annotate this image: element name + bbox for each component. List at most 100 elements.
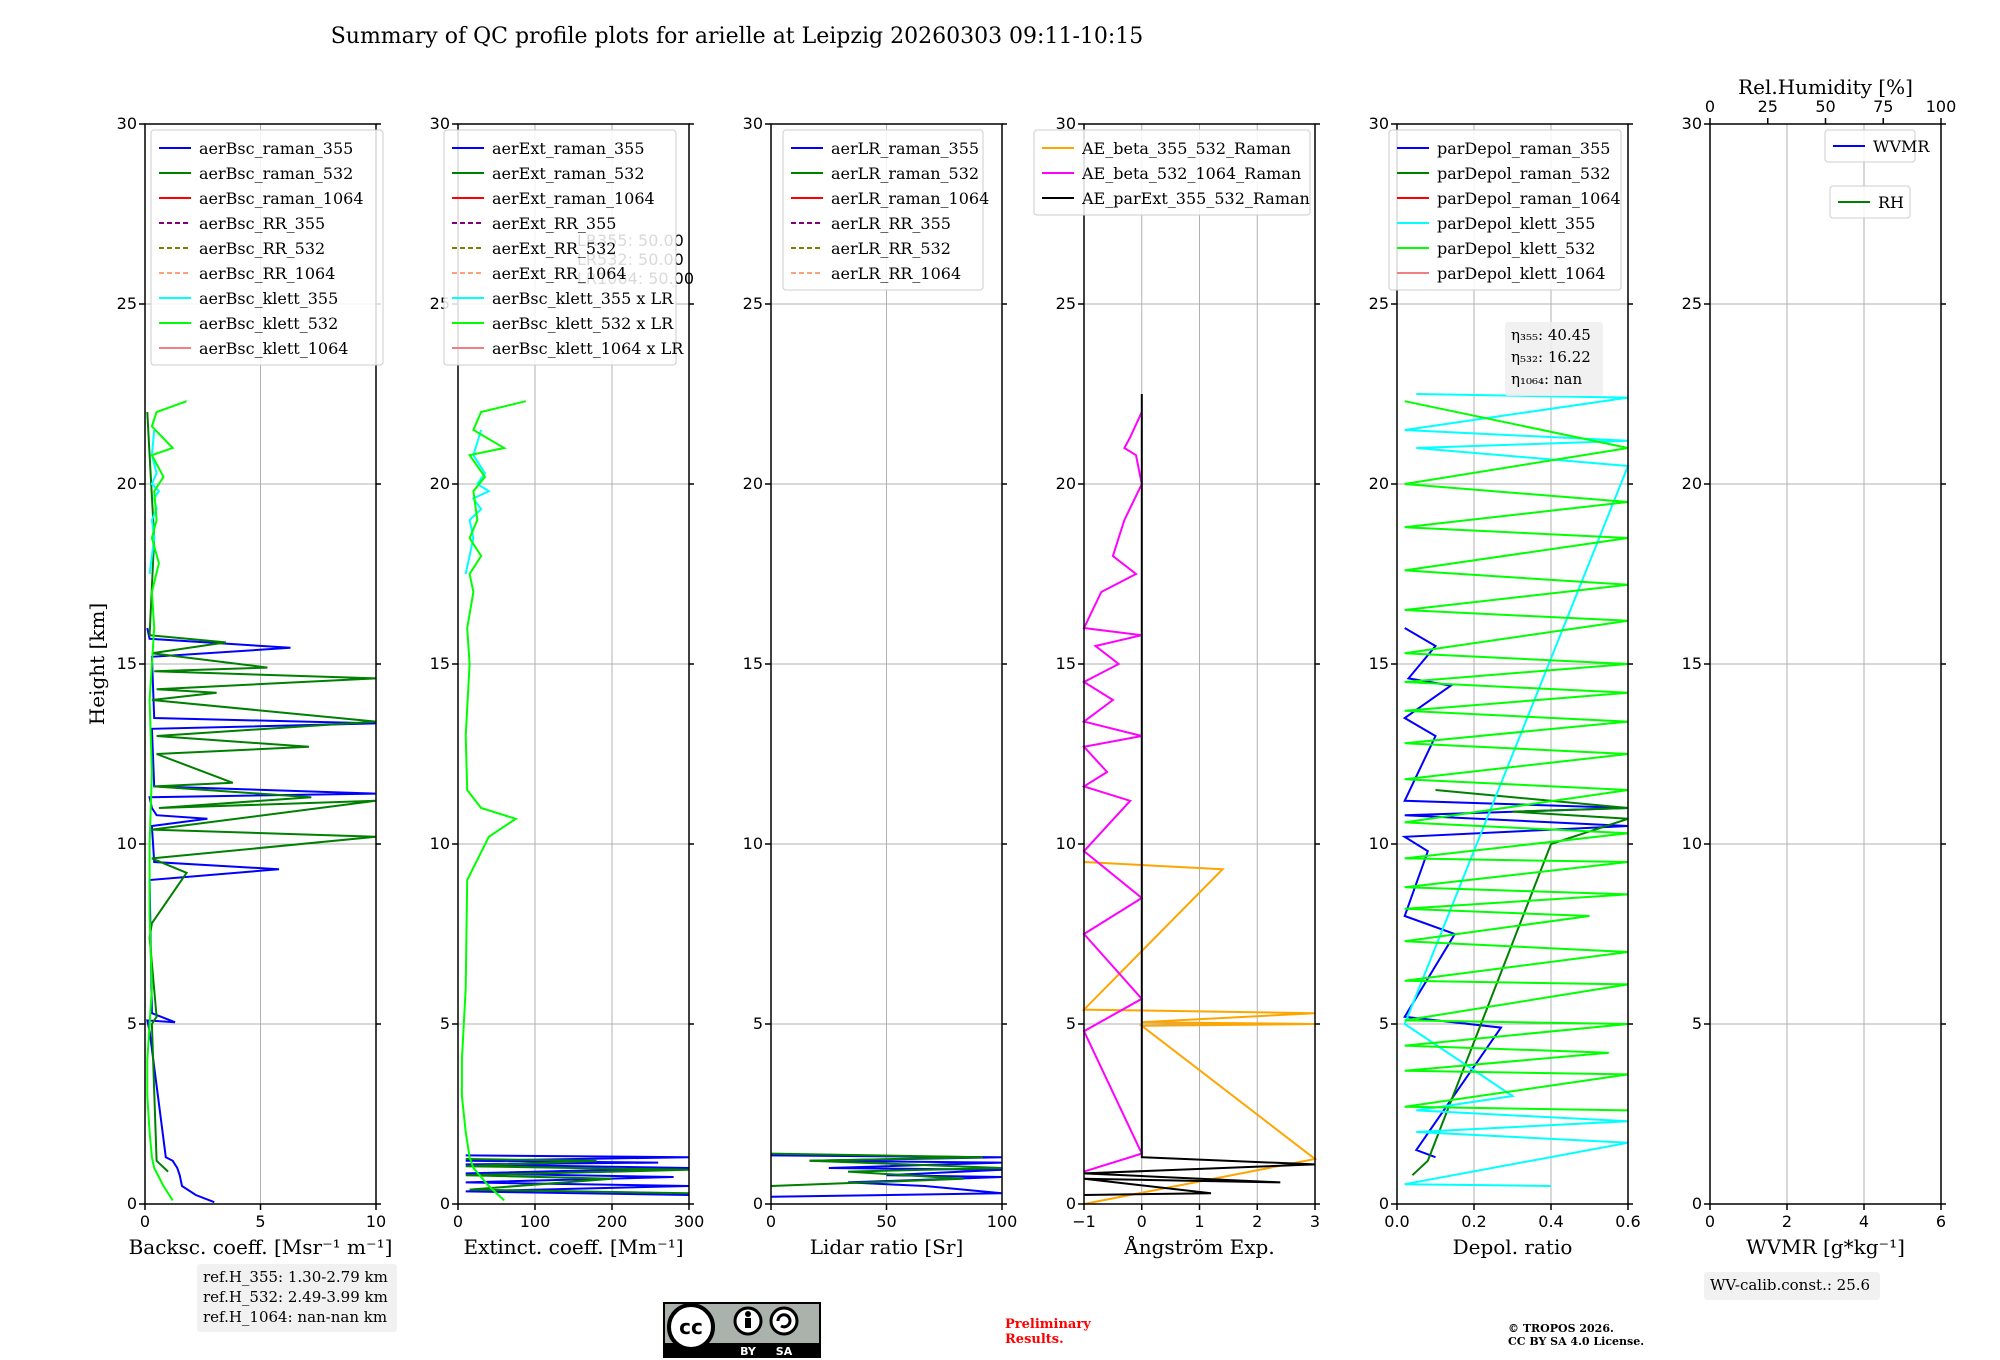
x-axis-label: Ångström Exp. bbox=[1123, 1234, 1274, 1259]
y-tick-label: 20 bbox=[1682, 474, 1702, 493]
y-tick-label: 30 bbox=[743, 114, 763, 133]
legend-label: aerExt_RR_1064 bbox=[492, 264, 627, 283]
x-tick-label: 100 bbox=[987, 1212, 1018, 1231]
legend: aerLR_raman_355 aerLR_raman_532 aerLR_rama… bbox=[782, 129, 989, 291]
x-tick-label: 5 bbox=[255, 1212, 265, 1231]
legend-label: WVMR bbox=[1873, 137, 1930, 156]
y-tick-label: 25 bbox=[743, 294, 763, 313]
y-tick-label: 25 bbox=[117, 294, 137, 313]
annotation-text: η₅₃₂: 16.22 bbox=[1511, 348, 1591, 366]
y-tick-label: 5 bbox=[753, 1014, 763, 1033]
legend-label: parDepol_klett_1064 bbox=[1437, 264, 1606, 283]
y-tick-label: 5 bbox=[1692, 1014, 1702, 1033]
x-tick-label: 10 bbox=[366, 1212, 386, 1231]
legend-box bbox=[1388, 129, 1622, 291]
series-aerbsc-raman-355 bbox=[146, 627, 377, 1204]
annotation-box: η₃₅₅: 40.45 η₅₃₂: 16.22 η₁₀₆₄: nan bbox=[1505, 322, 1603, 396]
y-tick-label: 20 bbox=[117, 474, 137, 493]
legend-label: RH bbox=[1878, 193, 1904, 212]
annotation-text: ref.H_1064: nan-nan km bbox=[203, 1308, 387, 1326]
legend-box bbox=[443, 129, 677, 366]
legend-label: aerBsc_klett_1064 bbox=[199, 339, 348, 358]
legend-label: parDepol_raman_1064 bbox=[1437, 189, 1621, 208]
legend-label: parDepol_klett_355 bbox=[1437, 214, 1595, 233]
annotation-text: ref.H_355: 1.30-2.79 km bbox=[203, 1268, 388, 1286]
annotation-box: ref.H_355: 1.30-2.79 km ref.H_532: 2.49-3… bbox=[197, 1264, 397, 1332]
license-badge: cc BY SA bbox=[663, 1302, 821, 1358]
x-tick-label: 6 bbox=[1936, 1212, 1946, 1231]
sa-share-icon bbox=[769, 1306, 799, 1336]
x-axis-label: Depol. ratio bbox=[1453, 1235, 1573, 1259]
series-aerext-raman-532 bbox=[465, 1158, 690, 1195]
x-tick-label: 4 bbox=[1859, 1212, 1869, 1231]
y-tick-label: 0 bbox=[753, 1194, 763, 1213]
y-tick-label: 5 bbox=[127, 1014, 137, 1033]
panel-wvmr: 0 2 4 6 0 5 10 15 20 25 30 WVMR [g*kg⁻¹] 0 25 50 75 100 R… bbox=[1682, 75, 1956, 1300]
y-tick-label: 0 bbox=[127, 1194, 137, 1213]
y-tick-label: 15 bbox=[117, 654, 137, 673]
y-tick-label: 10 bbox=[117, 834, 137, 853]
legend-box bbox=[1824, 129, 1916, 163]
legend-label: aerBsc_RR_1064 bbox=[199, 264, 335, 283]
legend-label: aerLR_RR_1064 bbox=[831, 264, 961, 283]
annotation-text: η₁₀₆₄: nan bbox=[1511, 370, 1582, 388]
x-tick-label: 0 bbox=[766, 1212, 776, 1231]
annotation-text: η₃₅₅: 40.45 bbox=[1511, 326, 1591, 344]
x-tick-label: 0.0 bbox=[1384, 1212, 1409, 1231]
preliminary-line-1: Preliminary bbox=[1005, 1317, 1091, 1332]
y-tick-label: 20 bbox=[1056, 474, 1076, 493]
series-aerbsc-klett-355 bbox=[148, 429, 161, 575]
legend-label: aerBsc_RR_355 bbox=[199, 214, 325, 233]
legend: aerBsc_raman_355 aerBsc_raman_532 aerBsc_r… bbox=[150, 129, 384, 366]
legend-label: AE_beta_532_1064_Raman bbox=[1081, 164, 1301, 183]
legend-label: parDepol_raman_532 bbox=[1437, 164, 1610, 183]
x-tick-label: 2 bbox=[1782, 1212, 1792, 1231]
y-tick-label: 25 bbox=[1056, 294, 1076, 313]
legend-label: aerBsc_raman_355 bbox=[199, 139, 353, 158]
y-tick-label: 30 bbox=[1369, 114, 1389, 133]
series-group bbox=[460, 400, 690, 1202]
legend-label: aerExt_RR_532 bbox=[492, 239, 616, 258]
top-x-tick-label: 50 bbox=[1815, 97, 1835, 116]
top-x-tick-label: 0 bbox=[1705, 97, 1715, 116]
top-x-axis-label: Rel.Humidity [%] bbox=[1738, 75, 1913, 99]
x-tick-label: 3 bbox=[1310, 1212, 1320, 1231]
x-axis-label: Backsc. coeff. [Msr⁻¹ m⁻¹] bbox=[129, 1235, 393, 1259]
y-tick-label: 15 bbox=[430, 654, 450, 673]
legend-label: aerBsc_RR_532 bbox=[199, 239, 325, 258]
legend-label: aerBsc_raman_1064 bbox=[199, 189, 364, 208]
x-tick-label: −1 bbox=[1072, 1212, 1096, 1231]
y-tick-label: 15 bbox=[743, 654, 763, 673]
y-tick-label: 0 bbox=[1692, 1194, 1702, 1213]
y-tick-label: 15 bbox=[1682, 654, 1702, 673]
x-axis-label: WVMR [g*kg⁻¹] bbox=[1746, 1235, 1905, 1259]
y-tick-label: 5 bbox=[1379, 1014, 1389, 1033]
annotation-text: ref.H_532: 2.49-3.99 km bbox=[203, 1288, 388, 1306]
y-tick-label: 15 bbox=[1056, 654, 1076, 673]
legend-label: aerBsc_klett_532 bbox=[199, 314, 338, 333]
y-tick-label: 25 bbox=[1369, 294, 1389, 313]
legend-label: aerLR_raman_1064 bbox=[831, 189, 989, 208]
legend-label: aerExt_RR_355 bbox=[492, 214, 616, 233]
legend-label: parDepol_klett_532 bbox=[1437, 239, 1595, 258]
legend-label: aerBsc_klett_355 x LR bbox=[492, 289, 674, 308]
copyright-line-2: CC BY SA 4.0 License. bbox=[1508, 1335, 1644, 1348]
x-tick-label: 0.2 bbox=[1461, 1212, 1486, 1231]
y-tick-label: 30 bbox=[430, 114, 450, 133]
legend-box bbox=[1033, 129, 1311, 216]
sa-label: SA bbox=[776, 1345, 793, 1358]
legend-label: aerBsc_klett_1064 x LR bbox=[492, 339, 684, 358]
y-axis-label: Height [km] bbox=[85, 603, 109, 725]
legend-box bbox=[150, 129, 384, 366]
x-tick-label: 100 bbox=[520, 1212, 551, 1231]
legend-label: aerLR_raman_355 bbox=[831, 139, 979, 158]
top-x-tick-label: 75 bbox=[1873, 97, 1893, 116]
x-tick-label: 300 bbox=[674, 1212, 705, 1231]
y-tick-label: 30 bbox=[117, 114, 137, 133]
series-group bbox=[146, 400, 377, 1204]
y-tick-label: 10 bbox=[1056, 834, 1076, 853]
legend: AE_beta_355_532_Raman AE_beta_532_1064_Ra… bbox=[1033, 129, 1311, 216]
annotation-text: WV-calib.const.: 25.6 bbox=[1710, 1276, 1870, 1294]
